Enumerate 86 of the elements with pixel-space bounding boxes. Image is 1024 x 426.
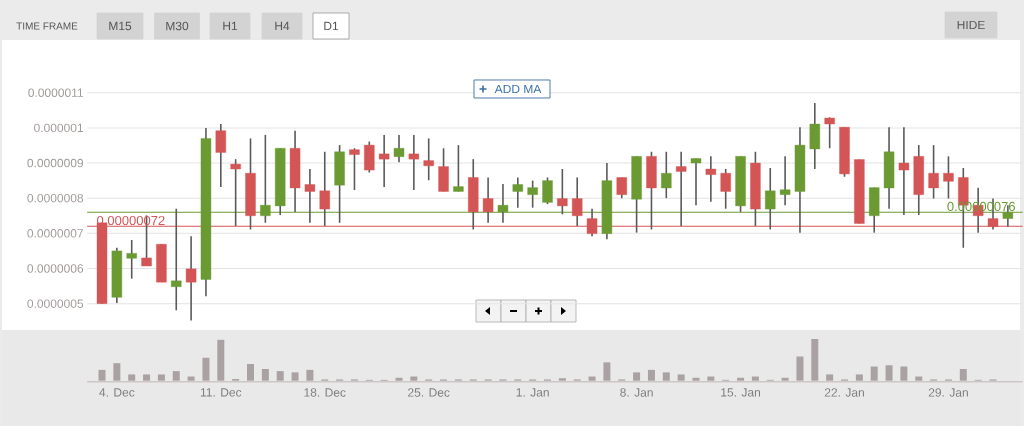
candlestick <box>720 168 731 210</box>
bar <box>915 376 923 381</box>
bar <box>128 374 136 381</box>
candlestick <box>943 155 954 200</box>
bar <box>217 339 225 381</box>
bar <box>751 376 759 381</box>
y-tick-label: 0.0000011 <box>28 88 84 97</box>
bar <box>662 372 670 381</box>
bar <box>811 339 819 381</box>
candlestick <box>408 134 420 191</box>
x-tick-label: 8. Jan <box>620 388 653 397</box>
bar <box>247 364 254 381</box>
bar <box>900 366 908 381</box>
x-tick-label: 1. Jan <box>516 388 549 397</box>
y-tick-label: 0.0000008 <box>27 193 84 203</box>
text: D1 <box>324 21 339 31</box>
candlestick <box>512 176 523 209</box>
bar <box>885 365 893 381</box>
candlestick <box>482 176 494 224</box>
bar <box>410 376 418 381</box>
y-tick-label: 0.0000006 <box>27 264 84 273</box>
candlestick <box>557 168 568 216</box>
candlestick <box>215 123 226 188</box>
candlestick <box>126 239 137 280</box>
candlestick <box>423 137 434 182</box>
candlestick <box>705 155 717 203</box>
bar <box>291 372 299 381</box>
y-tick-label: 0.0000007 <box>27 229 84 238</box>
bar <box>855 374 863 381</box>
bar <box>647 369 655 381</box>
y-tick-label: 0.000001 <box>34 123 84 133</box>
candlestick <box>824 116 835 150</box>
candlestick <box>378 134 390 188</box>
bar <box>707 376 715 381</box>
bar <box>796 356 804 381</box>
bar <box>781 377 789 381</box>
bar <box>826 374 834 381</box>
candlestick <box>779 155 791 207</box>
bar <box>633 372 641 381</box>
candlestick <box>661 150 672 199</box>
bar <box>603 362 611 381</box>
candlestick <box>616 176 627 199</box>
bar <box>261 369 269 381</box>
candlestick <box>349 147 360 191</box>
bar <box>157 374 165 381</box>
text: M15 <box>109 21 132 31</box>
text: M30 <box>166 21 189 31</box>
candlestick <box>690 157 702 207</box>
text: HIDE <box>957 20 985 30</box>
x-tick-label: 15. Jan <box>721 388 761 397</box>
bar <box>98 369 106 381</box>
bar <box>306 369 314 381</box>
bar <box>677 374 685 381</box>
bar <box>692 377 700 381</box>
bar <box>558 378 566 381</box>
candlestick <box>185 235 197 322</box>
text: TIME FRAME <box>16 22 78 30</box>
x-tick-label: 18. Dec <box>304 388 346 397</box>
y-tick-label: 0.0000005 <box>27 299 84 308</box>
candlestick <box>453 144 464 193</box>
x-tick-label: 29. Jan <box>928 388 968 397</box>
bar <box>202 357 210 381</box>
bar <box>737 377 745 381</box>
x-tick-label: 22. Jan <box>824 388 864 397</box>
candlestick <box>928 144 939 200</box>
bar <box>276 371 284 381</box>
bar <box>395 377 403 381</box>
bar <box>143 374 151 381</box>
y-tick-label: 0.0000009 <box>27 158 84 168</box>
bar <box>959 369 967 381</box>
bar <box>113 363 121 381</box>
x-tick-label: 4. Dec <box>99 388 135 397</box>
bar <box>187 376 195 381</box>
candlestick <box>542 176 553 205</box>
text: H4 <box>275 21 290 31</box>
candlestick <box>393 134 405 164</box>
bar <box>870 366 878 381</box>
bar <box>588 376 596 381</box>
annotation: ADD MA <box>494 84 542 94</box>
bar <box>172 371 180 381</box>
candlestick <box>527 179 538 209</box>
text: H1 <box>223 21 238 31</box>
x-tick-label: 11. Dec <box>200 388 242 397</box>
x-tick-label: 25. Dec <box>408 388 450 397</box>
candlestick <box>304 168 316 224</box>
candlestick <box>898 126 910 216</box>
